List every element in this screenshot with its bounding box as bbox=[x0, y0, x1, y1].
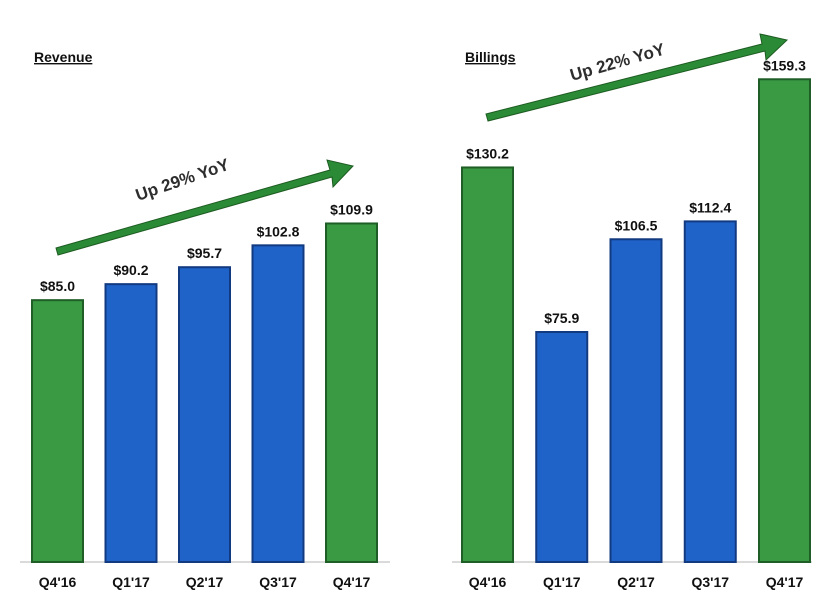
billings-tick-label-3: Q2'17 bbox=[617, 574, 655, 590]
billings-tick-label-5: Q4'17 bbox=[766, 574, 804, 590]
billings-tick-labels: Q4'16 Q1'17 Q2'17 Q3'17 Q4'17 bbox=[469, 574, 804, 590]
revenue-bar-1 bbox=[31, 299, 84, 563]
billings-trend-arrow bbox=[485, 33, 789, 122]
revenue-chart: Revenue $85.0 $90.2 $95.7 $102.8 $109.9 Q4'1… bbox=[20, 49, 390, 590]
revenue-tick-label-1: Q4'16 bbox=[39, 574, 77, 590]
billings-value-label-5: $159.3 bbox=[763, 57, 806, 73]
billings-bar-4 bbox=[683, 220, 737, 563]
revenue-bar-4 bbox=[251, 244, 305, 563]
revenue-value-labels: $85.0 $90.2 $95.7 $102.8 $109.9 bbox=[40, 201, 373, 294]
billings-tick-label-2: Q1'17 bbox=[543, 574, 581, 590]
revenue-bar-2 bbox=[104, 283, 158, 563]
revenue-tick-label-4: Q3'17 bbox=[259, 574, 297, 590]
billings-bar-2 bbox=[535, 331, 589, 563]
billings-tick-label-4: Q3'17 bbox=[691, 574, 729, 590]
billings-bar-5 bbox=[758, 78, 811, 563]
revenue-tick-label-5: Q4'17 bbox=[333, 574, 371, 590]
billings-bars bbox=[461, 78, 811, 563]
billings-tick-label-1: Q4'16 bbox=[469, 574, 507, 590]
revenue-value-label-2: $90.2 bbox=[113, 262, 148, 278]
revenue-bar-5 bbox=[325, 222, 378, 563]
revenue-annotation: Up 29% YoY bbox=[133, 155, 232, 205]
billings-value-label-3: $106.5 bbox=[615, 217, 658, 233]
billings-chart-title: Billings bbox=[465, 49, 516, 65]
billings-value-labels: $130.2 $75.9 $106.5 $112.4 $159.3 bbox=[466, 57, 806, 326]
revenue-tick-label-2: Q1'17 bbox=[112, 574, 150, 590]
revenue-tick-labels: Q4'16 Q1'17 Q2'17 Q3'17 Q4'17 bbox=[39, 574, 371, 590]
revenue-trend-arrow bbox=[55, 159, 354, 256]
revenue-value-label-3: $95.7 bbox=[187, 245, 222, 261]
revenue-tick-label-3: Q2'17 bbox=[186, 574, 224, 590]
billings-bar-1 bbox=[461, 166, 514, 563]
billings-value-label-1: $130.2 bbox=[466, 145, 509, 161]
billings-chart: Billings $130.2 $75.9 $106.5 $112.4 $159.3 Q… bbox=[452, 33, 812, 590]
revenue-bar-3 bbox=[178, 266, 231, 563]
billings-value-label-2: $75.9 bbox=[544, 310, 579, 326]
revenue-chart-title: Revenue bbox=[34, 49, 93, 65]
revenue-value-label-5: $109.9 bbox=[330, 201, 373, 217]
billings-value-label-4: $112.4 bbox=[689, 199, 731, 215]
revenue-bars bbox=[31, 222, 378, 563]
revenue-value-label-4: $102.8 bbox=[257, 223, 300, 239]
billings-bar-3 bbox=[609, 238, 663, 563]
revenue-value-label-1: $85.0 bbox=[40, 278, 75, 294]
